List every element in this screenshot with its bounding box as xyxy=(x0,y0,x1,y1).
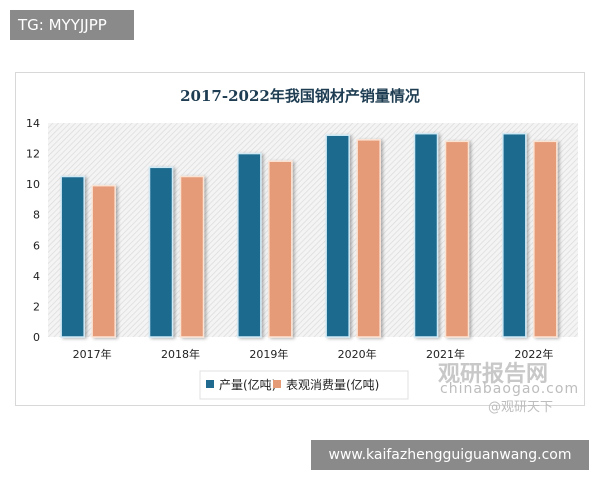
y-tick-label: 12 xyxy=(26,148,40,161)
x-tick-label: 2022年 xyxy=(514,347,553,361)
legend-swatch xyxy=(273,380,281,388)
y-tick-label: 6 xyxy=(33,239,40,252)
x-tick-label: 2019年 xyxy=(249,347,288,361)
x-tick-label: 2021年 xyxy=(426,347,465,361)
plot-background xyxy=(48,123,578,337)
site-watermark: www.kaifazhengguiguanwang.com xyxy=(311,440,589,470)
bar-consumption xyxy=(91,184,116,338)
legend-swatch xyxy=(206,380,214,388)
y-tick-label: 8 xyxy=(33,209,40,222)
bar-consumption xyxy=(356,139,381,338)
logo-watermark: 观研报告网 xyxy=(438,362,549,387)
bar-production xyxy=(502,132,527,338)
y-tick-label: 4 xyxy=(33,270,40,283)
bar-production xyxy=(325,134,350,338)
bar-production xyxy=(237,152,262,338)
logo-url-watermark: chinabaogao.com xyxy=(440,381,580,397)
legend-box xyxy=(199,370,409,400)
x-tick-label: 2018年 xyxy=(161,347,200,361)
legend-label: 产量(亿吨) xyxy=(219,377,276,392)
y-tick-label: 10 xyxy=(26,178,40,191)
legend-label: 表观消费量(亿吨) xyxy=(286,377,379,392)
y-tick-label: 14 xyxy=(26,117,40,130)
x-tick-label: 2017年 xyxy=(73,347,112,361)
bar-production xyxy=(413,132,439,338)
bar-consumption xyxy=(444,140,470,338)
y-tick-label: 2 xyxy=(33,300,40,313)
weibo-watermark: @观研天下 xyxy=(488,400,554,415)
bar-production xyxy=(148,166,174,338)
bar-consumption xyxy=(533,140,558,338)
bar-consumption xyxy=(179,175,205,338)
chart-title: 2017-2022年我国钢材产销量情况 xyxy=(180,87,420,105)
y-tick-label: 0 xyxy=(33,331,40,344)
chart-frame xyxy=(15,72,585,406)
bar-production xyxy=(60,175,85,338)
x-tick-label: 2020年 xyxy=(338,347,377,361)
tg-watermark: TG: MYYJJPP xyxy=(10,10,134,40)
bar-consumption xyxy=(268,160,293,338)
